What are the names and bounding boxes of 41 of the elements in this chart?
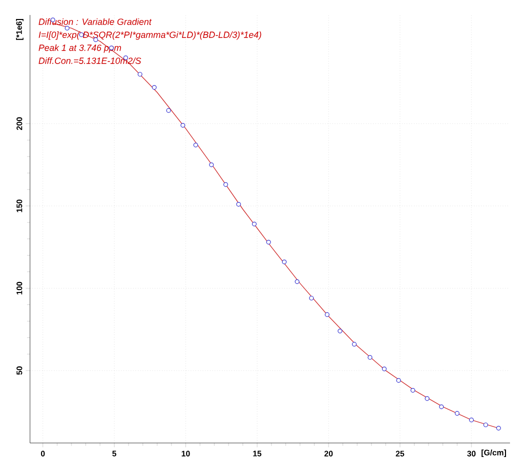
point [338,328,342,334]
point [496,426,501,430]
point [64,26,70,30]
y-tick-label: 200 [16,117,22,130]
x-axis-title: [G/cm] [482,450,506,457]
point [223,182,228,187]
point [396,378,401,383]
point [352,342,357,347]
point [209,162,214,168]
y-axis-title: [*1e6] [16,18,24,40]
point [236,202,241,207]
point [324,312,330,317]
point [483,422,488,428]
point [180,122,186,128]
point [439,404,444,410]
x-tick-label: 30 [467,450,476,456]
point [410,388,416,393]
annotation: Diffusion : Variable Gradient [38,18,152,25]
point [138,72,142,77]
point [193,142,198,148]
x-tick-label: 0 [40,450,45,456]
y-tick-label: 50 [16,366,22,375]
point [309,296,314,300]
point [424,396,430,401]
x-tick-label: 10 [182,450,190,456]
y-tick-label: 150 [16,200,22,212]
point [454,411,460,416]
point [469,418,474,422]
point [294,279,300,284]
point [282,260,287,264]
point [152,85,157,90]
point [166,108,171,113]
x-tick-label: 15 [253,450,262,456]
y-tick-label: 100 [16,282,22,294]
x-tick-label: 5 [112,450,116,456]
point [252,222,257,226]
point [382,366,387,372]
x-tick-label: 20 [324,450,333,456]
point [266,240,271,244]
x-tick-label: 25 [396,450,404,456]
point [368,355,372,360]
